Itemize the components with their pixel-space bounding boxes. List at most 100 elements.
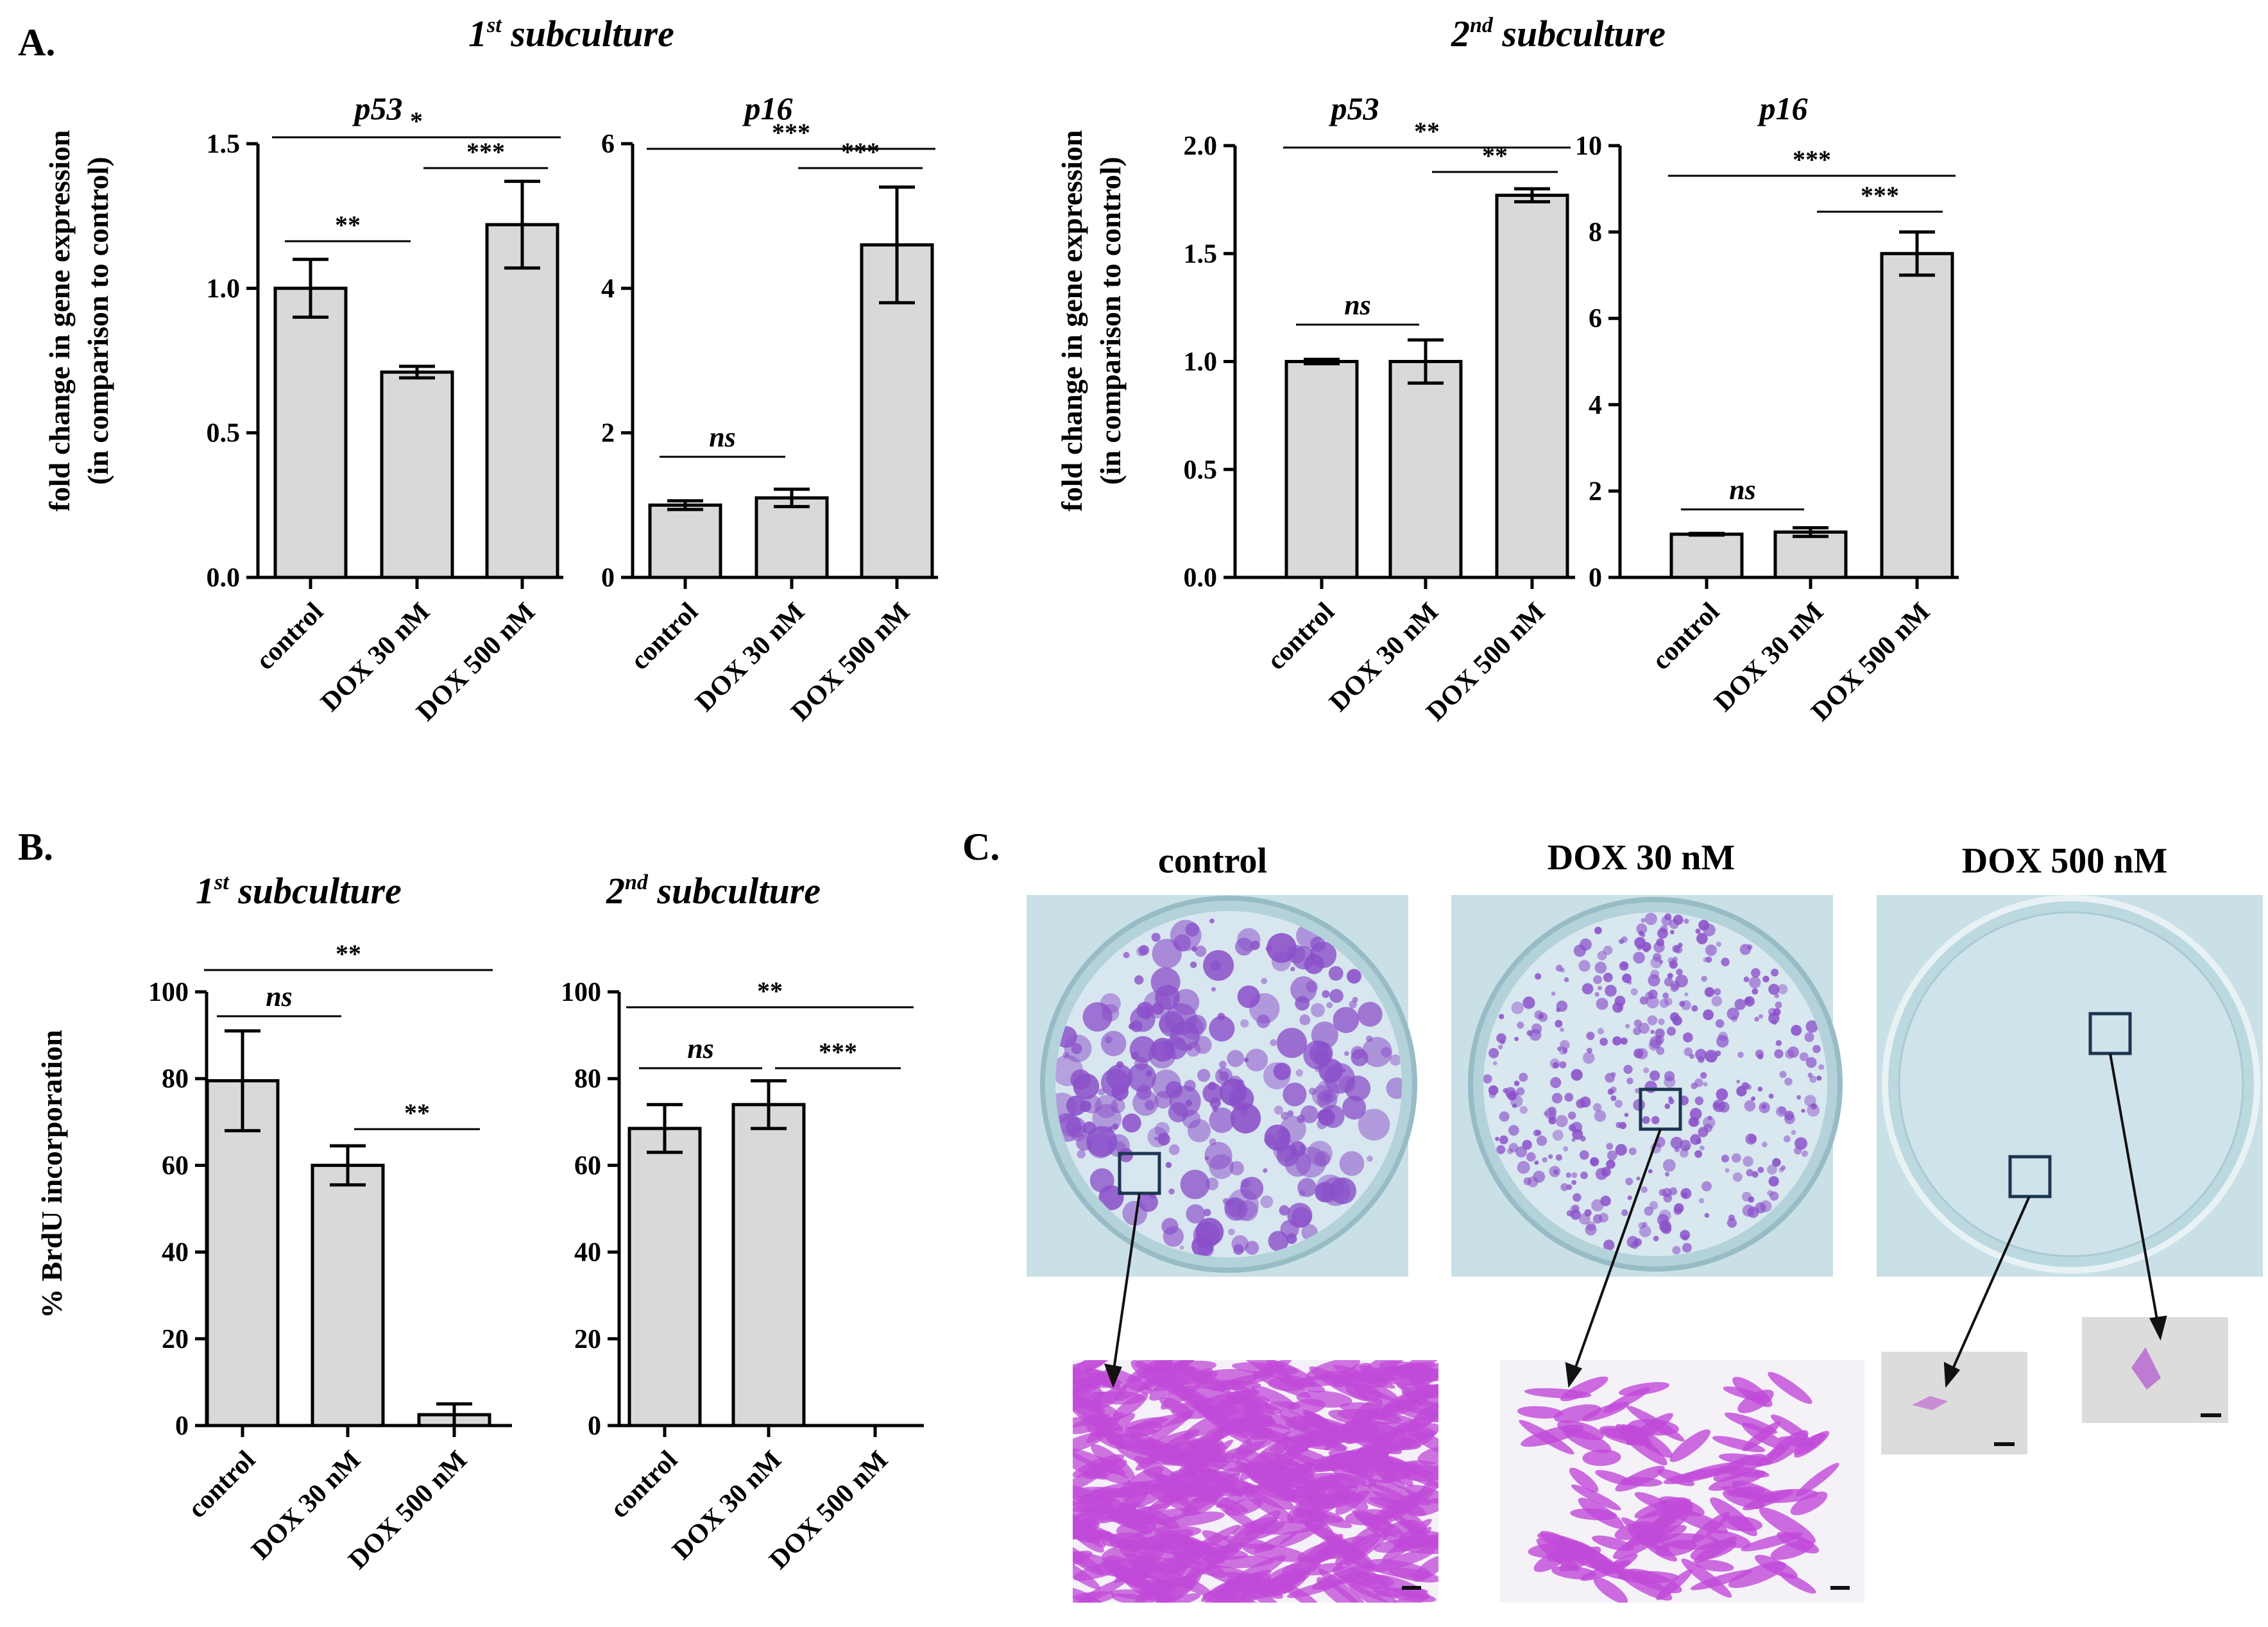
colony [1732, 1172, 1743, 1182]
colony [1070, 1069, 1091, 1090]
cell [1135, 1431, 1193, 1471]
colony [1743, 1156, 1753, 1167]
colony [1563, 1146, 1569, 1152]
cell [1724, 1412, 1778, 1434]
colony [1168, 1144, 1180, 1155]
b-ylabel: % BrdU incorporation [35, 1030, 68, 1318]
colony [1249, 993, 1280, 1024]
colony [1660, 1223, 1672, 1234]
colony [1701, 975, 1707, 982]
bar [311, 1163, 385, 1427]
colony [1062, 1052, 1070, 1059]
colony [1263, 1168, 1268, 1173]
colony [1100, 1030, 1127, 1057]
colony [1636, 1176, 1641, 1180]
colony [1791, 1025, 1802, 1036]
cell [1286, 1580, 1343, 1598]
colony [1066, 1095, 1086, 1116]
colony [1157, 1132, 1170, 1146]
cell [1754, 1555, 1798, 1579]
colony [1809, 1075, 1817, 1083]
category-label: control [625, 597, 704, 676]
colony [1555, 1154, 1562, 1161]
cell [1569, 1467, 1599, 1493]
cell [1091, 1508, 1149, 1524]
colony [1187, 1119, 1211, 1143]
colonies-dox30 [1483, 912, 1825, 1255]
colony [1307, 1141, 1333, 1166]
micrograph-control [1073, 1360, 1438, 1603]
colony [1590, 1157, 1599, 1166]
colony [1664, 1103, 1670, 1109]
cell [1086, 1481, 1152, 1500]
cell [1719, 1515, 1762, 1531]
colony [1768, 984, 1780, 995]
cell [1211, 1580, 1258, 1603]
colony [1059, 1114, 1082, 1137]
y-tick-label: 0.5 [207, 419, 241, 448]
colony [1071, 1043, 1082, 1054]
colony [1185, 1100, 1193, 1107]
colony [1548, 1116, 1556, 1125]
colony [1165, 1162, 1172, 1168]
colony [1555, 1115, 1568, 1128]
cell [1362, 1521, 1408, 1549]
colony [1202, 1083, 1223, 1103]
colony [1737, 1052, 1744, 1058]
colony [1628, 1147, 1637, 1155]
colony [1517, 1161, 1530, 1174]
colony [1209, 1016, 1235, 1042]
y-tick-label: 4 [601, 274, 615, 303]
cell [1264, 1401, 1301, 1411]
colony [1774, 1049, 1784, 1059]
colony [1584, 1209, 1592, 1217]
colony [1211, 987, 1216, 992]
colony [1644, 912, 1657, 925]
cell [1103, 1431, 1163, 1457]
cell [1284, 1445, 1340, 1472]
colony [1662, 992, 1669, 999]
colony [1669, 1012, 1680, 1022]
colony [1386, 1077, 1402, 1099]
colony [1780, 1165, 1786, 1171]
colony [1497, 1044, 1503, 1050]
colony [1670, 984, 1679, 992]
cell [1402, 1360, 1438, 1373]
colony [1299, 1189, 1306, 1197]
a-first-subculture-title: 1st subculture [468, 13, 674, 55]
colony [1690, 1117, 1700, 1127]
colony [1681, 1000, 1691, 1010]
colony [1643, 1067, 1650, 1074]
cell [1182, 1494, 1219, 1517]
colony [1571, 1069, 1583, 1081]
bar [485, 223, 559, 579]
colony [1664, 913, 1672, 921]
colony [1749, 976, 1761, 989]
colony [1752, 988, 1759, 995]
colony [1143, 991, 1172, 1019]
cell [1768, 1372, 1812, 1404]
colony [1664, 1071, 1675, 1082]
colony [1641, 1186, 1648, 1193]
y-tick-label: 100 [148, 978, 189, 1007]
colony [1748, 1196, 1755, 1203]
colony [1736, 1086, 1747, 1096]
colony [1674, 945, 1683, 954]
colony [1647, 1015, 1658, 1026]
colony [1136, 1001, 1154, 1019]
colony [1215, 1067, 1233, 1085]
y-tick-label: 20 [162, 1325, 189, 1354]
colony [1357, 1001, 1383, 1027]
colony [1229, 1086, 1254, 1111]
cell [1737, 1389, 1774, 1413]
significance-stars: ** [335, 210, 361, 239]
cell [1114, 1549, 1164, 1583]
colony [1718, 1102, 1730, 1113]
cell [1281, 1559, 1321, 1578]
colony [1648, 974, 1660, 987]
b-second-subculture-title: 2nd subculture [606, 870, 821, 912]
colony [1633, 1048, 1644, 1059]
colony [1283, 1082, 1307, 1107]
cell [1073, 1360, 1116, 1374]
